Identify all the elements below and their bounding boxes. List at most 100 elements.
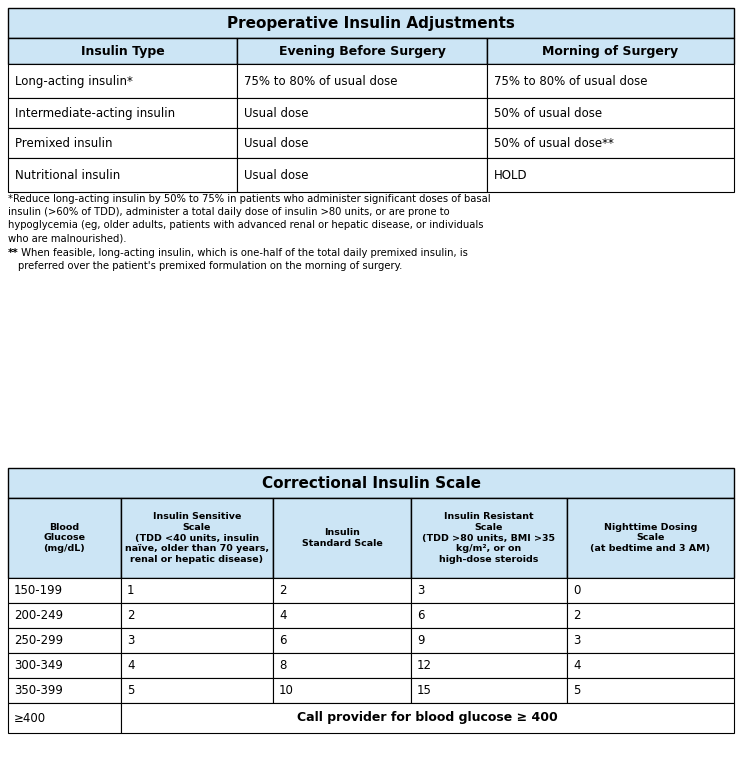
Bar — [237, 128, 487, 158]
Bar — [487, 38, 734, 64]
Bar — [121, 498, 273, 578]
Bar — [121, 653, 273, 678]
Bar — [237, 38, 487, 64]
Bar — [8, 64, 237, 98]
Bar — [237, 98, 487, 128]
Text: Correctional Insulin Scale: Correctional Insulin Scale — [261, 475, 481, 490]
Bar — [237, 64, 487, 98]
Text: 5: 5 — [573, 684, 580, 697]
Text: 150-199: 150-199 — [14, 584, 63, 597]
Text: 2: 2 — [127, 609, 135, 622]
Bar — [8, 653, 121, 678]
Bar — [8, 8, 734, 38]
Text: 75% to 80% of usual dose: 75% to 80% of usual dose — [494, 75, 647, 87]
Bar — [411, 498, 567, 578]
Bar — [273, 498, 411, 578]
Bar — [8, 678, 121, 703]
Text: 8: 8 — [279, 659, 286, 672]
Text: Insulin Resistant
Scale
(TDD >80 units, BMI >35
kg/m², or on
high-dose steroids: Insulin Resistant Scale (TDD >80 units, … — [423, 512, 556, 564]
Bar — [121, 628, 273, 653]
Text: Intermediate-acting insulin: Intermediate-acting insulin — [15, 107, 175, 120]
Text: 10: 10 — [279, 684, 294, 697]
Text: **: ** — [8, 248, 19, 258]
Text: 200-249: 200-249 — [14, 609, 63, 622]
Text: Long-acting insulin*: Long-acting insulin* — [15, 75, 133, 87]
Bar — [567, 678, 734, 703]
Bar — [8, 578, 121, 603]
Text: 6: 6 — [417, 609, 425, 622]
Text: 2: 2 — [573, 609, 580, 622]
Bar — [121, 703, 734, 733]
Text: Nighttime Dosing
Scale
(at bedtime and 3 AM): Nighttime Dosing Scale (at bedtime and 3… — [591, 523, 711, 553]
Text: 4: 4 — [127, 659, 135, 672]
Text: 250-299: 250-299 — [14, 634, 63, 647]
Bar — [487, 128, 734, 158]
Bar — [8, 603, 121, 628]
Text: 5: 5 — [127, 684, 135, 697]
Bar — [567, 628, 734, 653]
Text: 15: 15 — [417, 684, 432, 697]
Text: Preoperative Insulin Adjustments: Preoperative Insulin Adjustments — [227, 16, 515, 30]
Text: 75% to 80% of usual dose: 75% to 80% of usual dose — [244, 75, 397, 87]
Bar — [8, 128, 237, 158]
Text: *Reduce long-acting insulin by 50% to 75% in patients who administer significant: *Reduce long-acting insulin by 50% to 75… — [8, 194, 490, 244]
Text: 12: 12 — [417, 659, 432, 672]
Bar — [273, 628, 411, 653]
Bar — [273, 678, 411, 703]
Bar — [8, 468, 734, 498]
Bar — [8, 158, 237, 192]
Bar — [567, 653, 734, 678]
Bar — [273, 653, 411, 678]
Bar — [411, 578, 567, 603]
Text: Insulin
Standard Scale: Insulin Standard Scale — [301, 528, 382, 548]
Text: Usual dose: Usual dose — [244, 136, 309, 149]
Text: Call provider for blood glucose ≥ 400: Call provider for blood glucose ≥ 400 — [297, 712, 558, 724]
Bar — [567, 498, 734, 578]
Text: 4: 4 — [279, 609, 286, 622]
Text: Usual dose: Usual dose — [244, 107, 309, 120]
Text: 300-349: 300-349 — [14, 659, 63, 672]
Text: 3: 3 — [417, 584, 424, 597]
Text: Evening Before Surgery: Evening Before Surgery — [278, 44, 446, 58]
Bar — [487, 98, 734, 128]
Text: 1: 1 — [127, 584, 135, 597]
Bar — [8, 628, 121, 653]
Text: Premixed insulin: Premixed insulin — [15, 136, 112, 149]
Text: 50% of usual dose: 50% of usual dose — [494, 107, 602, 120]
Bar — [567, 578, 734, 603]
Bar — [487, 158, 734, 192]
Text: 3: 3 — [127, 634, 135, 647]
Bar — [8, 38, 237, 64]
Bar — [237, 158, 487, 192]
Bar — [8, 98, 237, 128]
Text: Usual dose: Usual dose — [244, 169, 309, 181]
Text: 3: 3 — [573, 634, 580, 647]
Bar — [121, 603, 273, 628]
Bar — [8, 703, 121, 733]
Text: 0: 0 — [573, 584, 580, 597]
Bar — [487, 64, 734, 98]
Text: ≥400: ≥400 — [14, 712, 46, 724]
Bar — [121, 678, 273, 703]
Bar — [411, 678, 567, 703]
Text: 9: 9 — [417, 634, 425, 647]
Text: 2: 2 — [279, 584, 286, 597]
Bar — [411, 653, 567, 678]
Bar — [273, 578, 411, 603]
Text: Insulin Sensitive
Scale
(TDD <40 units, insulin
naïve, older than 70 years,
rena: Insulin Sensitive Scale (TDD <40 units, … — [125, 512, 269, 564]
Text: Nutritional insulin: Nutritional insulin — [15, 169, 121, 181]
Bar — [8, 498, 121, 578]
Bar — [121, 578, 273, 603]
Bar — [411, 603, 567, 628]
Text: Blood
Glucose
(mg/dL): Blood Glucose (mg/dL) — [43, 523, 86, 553]
Bar — [273, 603, 411, 628]
Text: 6: 6 — [279, 634, 286, 647]
Bar — [567, 603, 734, 628]
Text: 50% of usual dose**: 50% of usual dose** — [494, 136, 614, 149]
Text: Morning of Surgery: Morning of Surgery — [542, 44, 679, 58]
Text: When feasible, long-acting insulin, which is one-half of the total daily premixe: When feasible, long-acting insulin, whic… — [18, 248, 468, 272]
Text: 4: 4 — [573, 659, 580, 672]
Text: HOLD: HOLD — [494, 169, 527, 181]
Text: Insulin Type: Insulin Type — [80, 44, 164, 58]
Text: 350-399: 350-399 — [14, 684, 63, 697]
